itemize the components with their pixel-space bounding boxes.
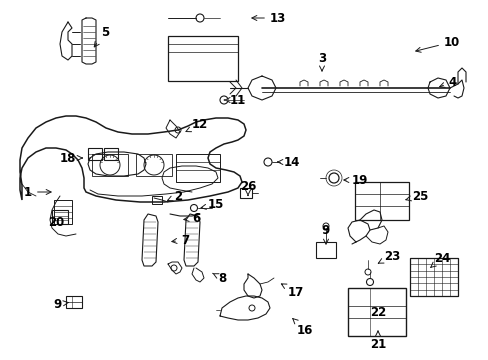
Text: 15: 15 <box>201 198 224 211</box>
Bar <box>168 36 238 81</box>
Text: 13: 13 <box>251 12 285 24</box>
Text: 3: 3 <box>317 51 325 71</box>
Text: 14: 14 <box>277 156 300 168</box>
Text: 21: 21 <box>369 331 386 351</box>
Bar <box>136 154 172 176</box>
Bar <box>409 258 457 296</box>
Text: 23: 23 <box>378 249 399 263</box>
Bar <box>88 148 102 160</box>
Text: 12: 12 <box>185 118 208 132</box>
Text: 16: 16 <box>292 319 312 337</box>
Bar <box>152 196 162 204</box>
Bar <box>354 182 408 220</box>
Text: 19: 19 <box>343 174 367 186</box>
Bar <box>104 148 118 160</box>
Text: 20: 20 <box>48 216 64 229</box>
Bar <box>315 242 335 258</box>
Text: 1: 1 <box>24 185 51 198</box>
Text: 9: 9 <box>54 297 68 310</box>
Bar <box>240 188 251 198</box>
Text: 11: 11 <box>224 94 245 107</box>
Text: 24: 24 <box>430 252 449 267</box>
Text: 4: 4 <box>439 76 456 89</box>
Bar <box>66 296 82 308</box>
Bar <box>92 154 128 176</box>
Text: 17: 17 <box>281 284 304 298</box>
Bar <box>347 288 405 336</box>
Text: 9: 9 <box>321 224 329 244</box>
Text: 22: 22 <box>369 306 386 319</box>
Text: 10: 10 <box>415 36 459 52</box>
Text: 25: 25 <box>405 189 427 202</box>
Bar <box>52 210 68 224</box>
Text: 18: 18 <box>60 152 82 165</box>
Text: 2: 2 <box>167 189 182 202</box>
Bar <box>54 200 72 224</box>
Text: 7: 7 <box>171 234 189 247</box>
Text: 8: 8 <box>212 271 225 284</box>
Text: 26: 26 <box>239 180 256 195</box>
Bar <box>176 154 220 182</box>
Text: 6: 6 <box>183 211 200 225</box>
Text: 5: 5 <box>94 26 109 47</box>
